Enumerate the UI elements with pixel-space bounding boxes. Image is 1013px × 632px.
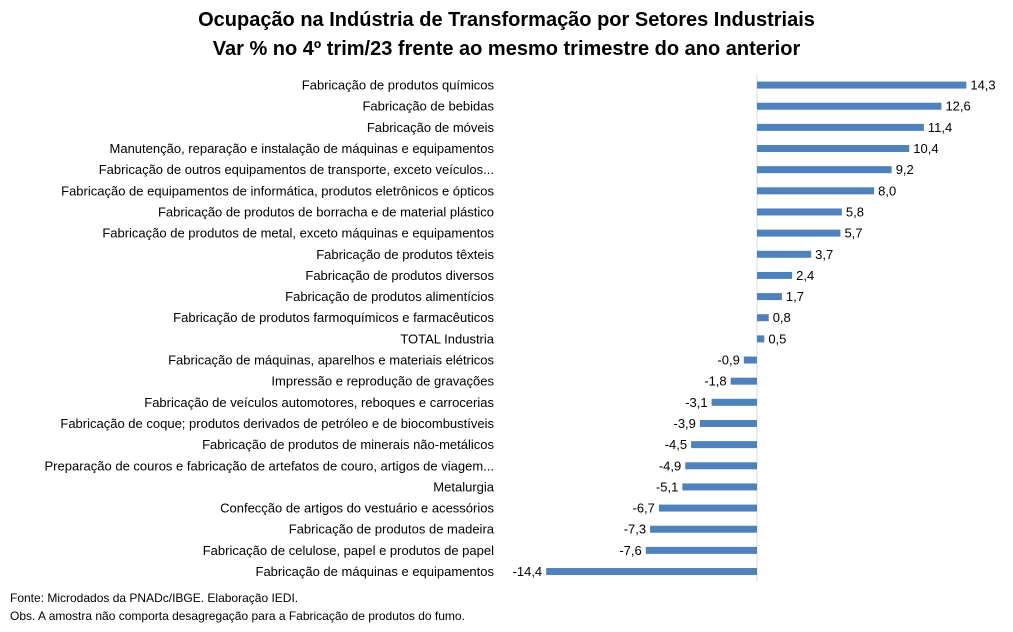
- bar: [650, 525, 757, 533]
- value-label: 10,4: [913, 141, 938, 156]
- value-label: 0,5: [768, 331, 786, 346]
- category-label: Impressão e reprodução de gravações: [271, 374, 494, 389]
- value-label: 0,8: [773, 310, 791, 325]
- bar: [757, 314, 769, 322]
- value-label: -3,1: [685, 395, 707, 410]
- bar: [757, 102, 942, 110]
- value-label: -0,9: [717, 353, 739, 368]
- bar: [757, 335, 765, 343]
- category-label: Fabricação de máquinas e equipamentos: [256, 564, 495, 579]
- value-label: 8,0: [878, 183, 896, 198]
- bar-chart: Fabricação de produtos químicos 14,3 Fabri…: [45, 74, 996, 583]
- category-label: Fabricação de produtos alimentícios: [285, 289, 494, 304]
- value-label: 14,3: [970, 78, 995, 93]
- category-label: Fabricação de celulose, papel e produtos…: [203, 543, 494, 558]
- category-label: Fabricação de máquinas, aparelhos e mate…: [168, 353, 494, 368]
- bar: [757, 123, 924, 131]
- chart-subtitle: Var % no 4º trim/23 frente ao mesmo trim…: [212, 38, 801, 60]
- bar: [757, 187, 875, 195]
- category-label: TOTAL Industria: [400, 331, 494, 346]
- value-label: 3,7: [815, 247, 833, 262]
- bar: [685, 462, 757, 470]
- bar: [546, 568, 757, 576]
- value-label: 9,2: [896, 162, 914, 177]
- category-label: Fabricação de outros equipamentos de tra…: [99, 162, 494, 177]
- category-label: Fabricação de produtos farmoquímicos e f…: [173, 310, 494, 325]
- bar: [730, 377, 757, 385]
- bar: [757, 145, 910, 153]
- category-label: Fabricação de produtos diversos: [305, 268, 494, 283]
- value-label: -7,6: [619, 543, 641, 558]
- chart-title: Ocupação na Indústria de Transformação p…: [198, 9, 815, 31]
- bar: [711, 398, 757, 406]
- category-label: Fabricação de produtos químicos: [302, 78, 495, 93]
- value-label: 12,6: [945, 99, 970, 114]
- value-label: -6,7: [633, 501, 655, 516]
- category-label: Fabricação de equipamentos de informátic…: [61, 183, 494, 198]
- bar: [682, 483, 757, 491]
- value-label: -14,4: [513, 564, 543, 579]
- bar: [757, 271, 793, 279]
- category-label: Fabricação de produtos de metal, exceto …: [102, 226, 494, 241]
- bar: [743, 356, 757, 364]
- category-label: Fabricação de móveis: [367, 120, 495, 135]
- value-label: -3,9: [673, 416, 695, 431]
- bar: [699, 419, 757, 427]
- bar: [757, 293, 782, 301]
- value-label: 11,4: [928, 120, 952, 135]
- category-label: Fabricação de bebidas: [362, 99, 494, 114]
- bar: [757, 229, 841, 237]
- category-label: Fabricação de coque; produtos derivados …: [60, 416, 494, 431]
- bar: [658, 504, 757, 512]
- category-label: Fabricação de produtos de borracha e de …: [158, 204, 494, 219]
- category-label: Fabricação de produtos têxteis: [316, 247, 494, 262]
- value-label: -7,3: [624, 522, 646, 537]
- bar: [645, 546, 757, 554]
- bar: [757, 250, 812, 258]
- category-label: Fabricação de produtos de minerais não-m…: [202, 437, 494, 452]
- value-label: 1,7: [786, 289, 804, 304]
- sample-note: Obs. A amostra não comporta desagregação…: [10, 609, 465, 623]
- bar: [691, 441, 757, 449]
- category-label: Fabricação de veículos automotores, rebo…: [144, 395, 494, 410]
- value-label: -4,9: [659, 458, 681, 473]
- value-label: 2,4: [796, 268, 814, 283]
- value-label: -4,5: [665, 437, 687, 452]
- value-label: 5,7: [844, 226, 862, 241]
- bar: [757, 208, 842, 216]
- category-label: Confecção de artigos do vestuário e aces…: [220, 501, 494, 516]
- category-label: Fabricação de produtos de madeira: [289, 522, 495, 537]
- bar: [757, 81, 967, 89]
- source-note: Fonte: Microdados da PNADc/IBGE. Elabora…: [10, 591, 299, 605]
- value-label: -1,8: [704, 374, 726, 389]
- category-label: Metalurgia: [433, 479, 494, 494]
- value-label: 5,8: [846, 204, 864, 219]
- value-label: -5,1: [656, 479, 678, 494]
- category-label: Manutenção, reparação e instalação de má…: [110, 141, 495, 156]
- bar: [757, 166, 892, 174]
- category-label: Preparação de couros e fabricação de art…: [45, 458, 494, 473]
